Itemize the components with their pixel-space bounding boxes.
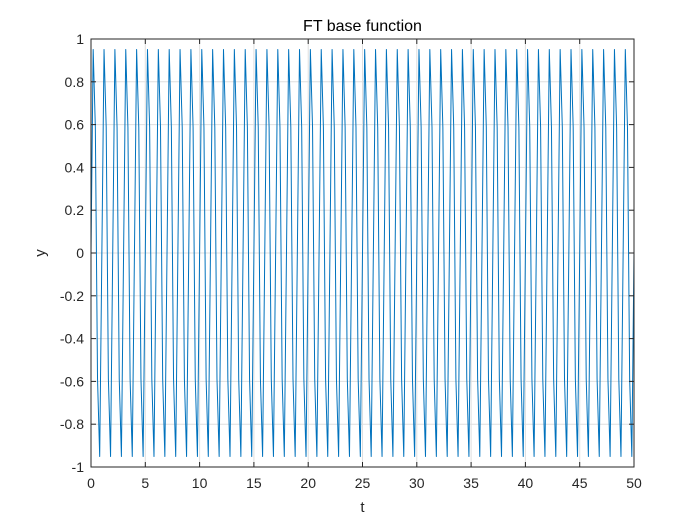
series-layer [90,48,635,458]
y-tick-label: 0.8 [65,74,85,90]
x-axis-label: t [360,499,365,516]
tick-marks [90,38,635,468]
x-tick-label: 15 [246,475,262,491]
y-tick-labels: -1 -0.8 -0.6 -0.4 -0.2 0 0.2 0.4 0.6 0.8 1 [60,31,84,475]
chart-title: FT base function [303,18,422,35]
y-tick-label: -1 [72,459,85,475]
y-tick-label: -0.4 [60,331,84,347]
y-tick-label: 1 [76,31,84,47]
x-tick-label: 35 [463,475,479,491]
y-tick-label: -0.8 [60,416,84,432]
x-tick-label: 5 [141,475,149,491]
x-tick-label: 45 [572,475,588,491]
y-axis-label: y [32,249,49,257]
x-tick-label: 40 [518,475,534,491]
y-tick-label: 0.4 [65,159,85,175]
y-tick-label: -0.6 [60,373,84,389]
x-tick-label: 30 [409,475,425,491]
series-line [90,48,635,458]
x-tick-label: 25 [355,475,371,491]
y-tick-label: 0.2 [65,202,85,218]
x-tick-label: 20 [300,475,316,491]
x-tick-labels: 0 5 10 15 20 25 30 35 40 45 50 [87,475,642,491]
x-tick-label: 0 [87,475,95,491]
y-tick-label: 0 [76,245,84,261]
y-tick-label: 0.6 [65,117,85,133]
y-tick-label: -0.2 [60,288,84,304]
x-tick-label: 10 [192,475,208,491]
x-tick-label: 50 [626,475,642,491]
